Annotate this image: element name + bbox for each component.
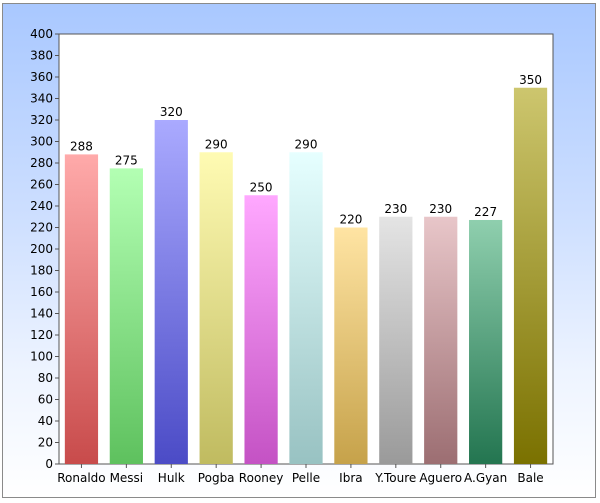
value-label: 230 [384, 202, 407, 216]
x-category-label: Bale [517, 471, 543, 485]
bar-bale [513, 87, 548, 464]
bar-aguero [424, 216, 458, 464]
bar-ronaldo [64, 154, 99, 464]
bar-hulk [154, 120, 188, 464]
x-category-label: Pogba [198, 471, 235, 485]
bar-rooney [244, 195, 278, 464]
bar-chart: 0 20 40 60 80 100 120 140 160 180 200 220 240 260 280 3… [30, 27, 554, 485]
y-tick-label: 220 [30, 221, 53, 235]
y-tick-label: 340 [30, 92, 53, 106]
value-label: 288 [70, 139, 93, 153]
y-tick-label: 120 [30, 328, 53, 342]
x-category-label: Ronaldo [57, 471, 105, 485]
y-tick-label: 60 [38, 393, 53, 407]
y-tick-label: 240 [30, 199, 53, 213]
bar-ibra [334, 227, 368, 464]
bars-layer [64, 87, 548, 464]
x-category-label: Y.Toure [374, 471, 416, 485]
y-tick-label: 160 [30, 285, 53, 299]
y-tick-label: 100 [30, 350, 53, 364]
y-tick-label: 400 [30, 27, 53, 41]
y-tick-label: 380 [30, 49, 53, 63]
value-label: 220 [339, 213, 362, 227]
x-category-label: Hulk [158, 471, 185, 485]
value-label: 290 [205, 137, 228, 151]
y-axis: 0 20 40 60 80 100 120 140 160 180 200 220 240 260 280 3… [30, 27, 59, 471]
bar-pogba [199, 152, 233, 464]
value-label: 230 [429, 202, 452, 216]
y-tick-label: 300 [30, 135, 53, 149]
y-tick-label: 80 [38, 371, 53, 385]
value-label: 275 [115, 153, 138, 167]
bar-messi [109, 168, 143, 464]
x-category-label: A.Gyan [464, 471, 507, 485]
bar-y-toure [379, 216, 413, 464]
x-category-label: Aguero [419, 471, 462, 485]
y-tick-label: 200 [30, 242, 53, 256]
y-tick-label: 320 [30, 113, 53, 127]
bar-a-gyan [469, 219, 503, 464]
x-category-label: Ibra [339, 471, 362, 485]
y-tick-label: 360 [30, 70, 53, 84]
y-tick-label: 0 [45, 457, 53, 471]
y-tick-label: 180 [30, 264, 53, 278]
value-label: 320 [160, 105, 183, 119]
x-category-label: Rooney [239, 471, 284, 485]
y-tick-label: 40 [38, 414, 53, 428]
chart-frame: 0 20 40 60 80 100 120 140 160 180 200 220 240 260 280 3… [2, 3, 596, 498]
bar-pelle [289, 152, 323, 464]
value-label: 227 [474, 205, 497, 219]
value-label: 250 [250, 180, 273, 194]
x-category-label: Messi [110, 471, 144, 485]
y-tick-label: 260 [30, 178, 53, 192]
value-label: 290 [295, 137, 318, 151]
y-tick-label: 20 [38, 436, 53, 450]
y-tick-label: 280 [30, 156, 53, 170]
value-labels: 288 275 320 290 250 290 220 230 230 227 350 [70, 73, 542, 227]
x-axis: Ronaldo Messi Hulk Pogba Rooney Pelle Ibra Y.To… [57, 464, 544, 485]
x-category-label: Pelle [292, 471, 320, 485]
value-label: 350 [519, 73, 542, 87]
y-tick-label: 140 [30, 307, 53, 321]
